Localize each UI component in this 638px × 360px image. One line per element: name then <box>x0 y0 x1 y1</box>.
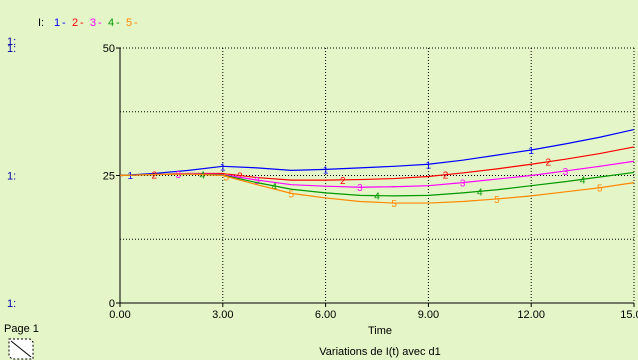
series-marker-1: 1 <box>528 146 534 157</box>
legend-entry-5: 5 <box>126 17 132 29</box>
series-marker-2: 2 <box>151 170 157 181</box>
series-marker-3: 3 <box>563 167 569 178</box>
series-marker-1: 1 <box>426 160 432 171</box>
series-line-1 <box>119 129 635 177</box>
x-tick-label: 12.00 <box>517 309 545 321</box>
x-tick-label: 9.00 <box>418 309 439 321</box>
axes <box>116 47 635 307</box>
series-marker-2: 2 <box>340 176 346 187</box>
page-turn-icon[interactable] <box>8 338 34 360</box>
x-tick-label: 6.00 <box>315 309 336 321</box>
series-marker-3: 3 <box>460 179 466 190</box>
series-marker-5: 5 <box>391 199 397 210</box>
series-marker-3: 3 <box>357 183 363 194</box>
legend-entry-3: 3 <box>90 17 96 29</box>
y-tick-label: 0 <box>109 298 115 310</box>
series-marker-3: 3 <box>175 170 181 181</box>
series-line-5 <box>119 173 635 204</box>
legend-entry-2: 2 <box>72 17 78 29</box>
series-marker-1: 1 <box>323 165 329 176</box>
y-tick-label: 50 <box>103 43 115 55</box>
legend-entry-4: 4 <box>108 17 114 29</box>
series-marker-4: 4 <box>271 182 277 193</box>
series-marker-2: 2 <box>546 158 552 169</box>
y-tick-label: 25 <box>103 171 115 183</box>
series-marker-3: 3 <box>254 176 260 187</box>
legend: I: 1-2-3-4-5- <box>38 17 138 29</box>
series-marker-4: 4 <box>374 192 380 203</box>
series-marker-2: 2 <box>443 171 449 182</box>
chart-title: Variations de I(t) avec d1 <box>319 346 440 358</box>
legend-entry-1: 1 <box>54 17 60 29</box>
series-marker-5: 5 <box>597 184 603 195</box>
series-marker-5: 5 <box>289 189 295 200</box>
x-tick-label: 0.00 <box>109 309 130 321</box>
series-line-2 <box>119 146 635 181</box>
axis-unit-label: 1: <box>7 36 16 48</box>
series-marker-1: 1 <box>220 162 226 173</box>
page-label[interactable]: Page 1 <box>4 323 39 335</box>
axis-unit-label: 1: <box>7 298 16 310</box>
axis-unit-label: 1: <box>7 43 16 55</box>
x-tick-label: 15.00 <box>620 309 638 321</box>
legend-separator: - <box>98 17 102 29</box>
x-tick-label: 3.00 <box>212 309 233 321</box>
series-marker-1: 1 <box>127 171 133 182</box>
legend-separator: - <box>80 17 84 29</box>
grid-lines <box>120 47 635 303</box>
series-marker-4: 4 <box>580 175 586 186</box>
legend-separator: - <box>134 17 138 29</box>
series-marker-4: 4 <box>477 187 483 198</box>
series-marker-4: 4 <box>199 170 205 181</box>
legend-prefix: I: <box>38 17 44 29</box>
legend-separator: - <box>62 17 66 29</box>
series-marker-5: 5 <box>494 195 500 206</box>
x-axis-title: Time <box>368 325 392 337</box>
series-marker-5: 5 <box>223 172 229 183</box>
axis-unit-label: 1: <box>7 171 16 183</box>
legend-separator: - <box>116 17 120 29</box>
